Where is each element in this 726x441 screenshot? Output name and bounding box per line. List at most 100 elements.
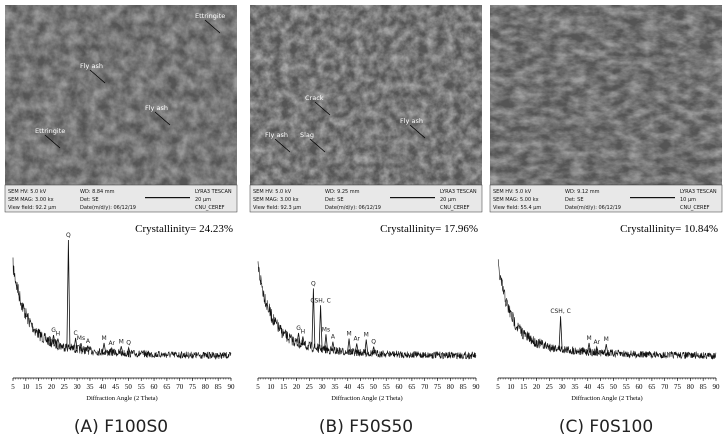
sem-info-bar (249, 184, 483, 213)
x-tick-label: 25 (61, 383, 69, 391)
x-tick-label: 40 (584, 383, 592, 391)
xrd-peak (86, 344, 90, 351)
x-tick-label: 60 (151, 383, 159, 391)
xrd-peak (558, 316, 563, 349)
x-tick-label: 20 (293, 383, 301, 391)
sem-info: SEM MAG: 3.00 kx (253, 197, 299, 203)
x-tick-label: 85 (460, 383, 468, 391)
sem-info-bar (4, 184, 238, 213)
sem-info: Date(m/d/y): 06/12/19 (80, 205, 136, 211)
sem-info: Date(m/d/y): 06/12/19 (565, 205, 621, 211)
x-tick-label: 35 (331, 383, 339, 391)
sem-image (490, 5, 722, 185)
sem-info: SEM HV: 5.0 kV (253, 189, 292, 195)
crystallinity: Crystallinity= 10.84% (620, 223, 718, 235)
annotation-leader (204, 19, 221, 34)
xrd-peak (604, 343, 609, 354)
x-tick-label: 40 (344, 383, 352, 391)
xrd-peak (55, 338, 60, 345)
x-tick-label: 50 (125, 383, 133, 391)
x-tick-label: 25 (546, 383, 554, 391)
sem-info: 10 μm (680, 197, 696, 203)
x-tick-label: 15 (35, 383, 43, 391)
x-tick-label: 80 (202, 383, 210, 391)
xrd-peak (594, 345, 599, 353)
x-tick-label: 65 (163, 383, 171, 391)
x-axis-label: Diffraction Angle (2 Theta) (331, 395, 402, 402)
peak-label: CSH, C (310, 297, 331, 304)
peak-label: Q (371, 339, 376, 346)
x-tick-label: 10 (22, 383, 30, 391)
annotation-leader (309, 138, 326, 153)
sem-annotation: Fly ash (265, 131, 288, 139)
x-tick-label: 65 (408, 383, 416, 391)
sem-annotation: Fly ash (145, 104, 168, 112)
xrd-peak (347, 338, 351, 353)
caption: (A) F100S0 (74, 417, 168, 437)
x-tick-label: 45 (357, 383, 365, 391)
annotation-leader (274, 138, 291, 153)
sem-annotation: Slag (300, 131, 314, 139)
crystallinity: Crystallinity= 17.96% (380, 223, 478, 235)
sem-info: Det: SE (565, 197, 584, 203)
annotation-leader (44, 134, 61, 149)
xrd-peak (311, 288, 316, 348)
caption: (B) F50S50 (319, 417, 413, 437)
x-tick-label: 55 (383, 383, 391, 391)
sem-info: Det: SE (325, 197, 344, 203)
annotation-leader (89, 69, 106, 84)
xrd-peak (102, 342, 106, 353)
xrd-peak (296, 332, 301, 344)
sem-image (250, 5, 482, 185)
peak-label: Ms (322, 326, 330, 333)
x-axis-label: Diffraction Angle (2 Theta) (571, 395, 642, 402)
x-tick-label: 20 (48, 383, 56, 391)
peak-label: CSH, C (550, 308, 571, 315)
peak-label: M (604, 336, 609, 343)
x-axis-label: Diffraction Angle (2 Theta) (86, 395, 157, 402)
xrd-peak (318, 305, 323, 349)
peak-label: G (51, 327, 56, 334)
peak-label: Ar (108, 340, 115, 347)
sem-info: Det: SE (80, 197, 99, 203)
sem-info: SEM HV: 5.0 kV (8, 189, 47, 195)
sem-info: WD: 8.84 mm (80, 189, 115, 195)
xrd-peak (66, 239, 71, 348)
sem-annotation: Ettringite (195, 12, 225, 20)
scale-bar (630, 197, 675, 199)
sem-info: 20 μm (440, 197, 456, 203)
peak-label: C (73, 330, 77, 337)
peak-label: Q (66, 232, 71, 239)
x-tick-label: 15 (280, 383, 288, 391)
peak-label: M (586, 335, 591, 342)
x-tick-label: 70 (421, 383, 429, 391)
xrd-peak (330, 341, 335, 351)
sem-annotation: Ettringite (35, 127, 65, 135)
xrd-peak (587, 342, 591, 353)
sem-info: WD: 9.25 mm (325, 189, 360, 195)
xrd-trace (12, 257, 232, 360)
x-tick-label: 50 (610, 383, 618, 391)
x-tick-label: 75 (674, 383, 682, 391)
x-tick-label: 15 (520, 383, 528, 391)
peak-label: Q (126, 340, 131, 347)
peak-label: Ar (353, 335, 360, 342)
scale-bar (145, 197, 190, 199)
sem-annotation: Fly ash (400, 117, 423, 125)
xrd-peak (51, 334, 56, 344)
x-tick-label: 55 (623, 383, 631, 391)
x-tick-label: 65 (648, 383, 656, 391)
peak-label: A (331, 334, 336, 341)
xrd-peak (324, 334, 328, 350)
x-tick-label: 45 (112, 383, 120, 391)
sem-info: CNU_CEREF (195, 205, 225, 211)
x-tick-label: 45 (597, 383, 605, 391)
sem-info: WD: 9.12 mm (565, 189, 600, 195)
annotation-leader (314, 101, 331, 116)
caption: (C) F0S100 (559, 417, 653, 437)
xrd-peak (371, 346, 376, 354)
sem-info: LYRA3 TESCAN (195, 189, 232, 195)
x-tick-label: 80 (447, 383, 455, 391)
sem-info: CNU_CEREF (680, 205, 710, 211)
